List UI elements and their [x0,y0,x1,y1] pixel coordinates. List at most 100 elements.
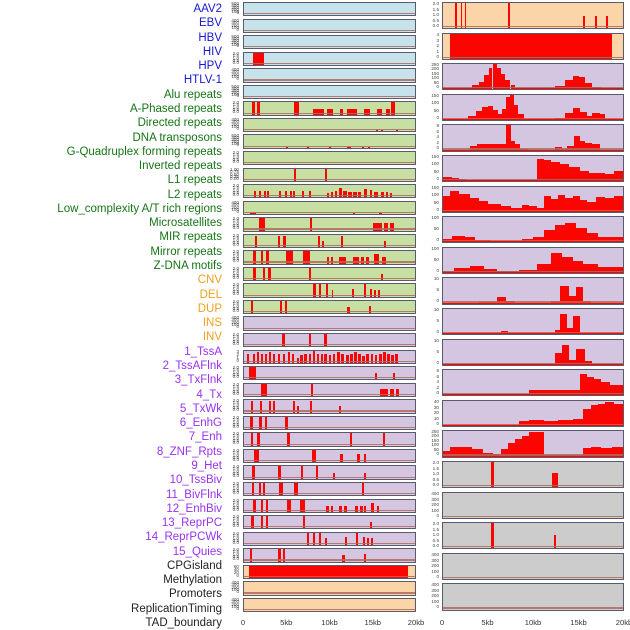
y-tick-label: 0 [236,572,239,578]
signal-step [561,344,569,365]
signal-step [536,88,555,90]
signal-step [614,196,623,212]
signal-step [588,173,598,182]
signal-step [543,420,559,426]
track-l-1 [243,2,416,17]
y-tick-label: 40 [433,398,439,404]
y-tick-label: 1.5 [232,334,239,339]
y-tick-label: 300 [231,87,239,93]
y-tick-label: 1.0 [232,436,239,442]
signal-series [443,493,623,518]
track-label: Low_complexity A/T rich regions [57,202,222,215]
track-background [443,584,623,610]
y-tick-label: 1.0 [232,237,239,243]
signal-bar [380,130,383,132]
signal-bar [363,554,366,562]
y-tick-label: 300 [231,582,239,588]
y-tick-label: 1.0 [432,12,439,17]
signal-step [590,302,623,304]
y-tick-label: 0.00 [230,175,239,181]
signal-step [466,179,479,182]
y-tick-label: 0.0 [432,23,439,28]
y-tick-label: 1.0 [232,303,239,309]
signal-step [565,198,573,212]
signal-series [443,248,623,273]
track-l-20 [243,316,416,331]
track-label: Directed repeats [137,117,222,130]
y-tick-label: 0.0 [232,456,239,462]
track-label: 15_Quies [172,545,222,558]
signal-bar [385,108,391,115]
y-tick-label: 2.0 [232,497,239,503]
signal-series [244,267,415,281]
signal-step [471,449,483,457]
signal-bar [347,191,353,198]
signal-bar [251,516,254,529]
y-tick-label: 300 [231,69,239,75]
track-baseline [443,454,623,456]
track-background [244,118,415,132]
y-tick-label: 0.0 [232,109,239,115]
y-tick-label: 0 [436,420,439,426]
signal-step [576,349,586,365]
signal-bar [282,549,286,562]
y-tick-label: 400 [231,315,239,321]
signal-bar [308,334,312,347]
y-tick-label: 200 [431,593,439,599]
track-l-11 [243,167,416,182]
track-background [244,449,415,463]
y-tick-label: 200 [431,501,439,507]
signal-bar [264,416,267,430]
track-r-11 [442,308,624,336]
track-r-2 [442,32,624,60]
y-tick-label: 1.0 [232,105,239,111]
y-tick-label: 3 [436,37,439,43]
y-tick-label: 400 [231,3,239,8]
signal-bar [341,353,345,363]
signal-bar [285,191,288,198]
signal-series [244,168,415,181]
track-background [244,383,415,397]
signal-step [443,149,470,151]
signal-bar [278,235,281,248]
signal-step [560,285,569,304]
y-tick-label: 1.5 [232,102,239,108]
signal-step [565,79,573,90]
track-l-13 [243,200,416,215]
track-l-7 [243,101,416,116]
y-tick-label: 0.5 [232,339,239,344]
y-tick-label: 0.0 [232,407,239,413]
y-axis-ticks: 2.0 1.5 1.0 0.5 0.0 [224,250,239,264]
signal-step [507,443,515,457]
y-tick-label: 1.0 [232,270,239,276]
y-axis-ticks: 2.0 1.5 1.0 0.5 0.0 [224,183,239,198]
track-r-5 [442,124,624,152]
signal-bar [376,108,382,115]
signal-step [497,114,503,120]
track-label: 13_ReprPC [161,517,222,530]
y-tick-label: 0.5 [232,256,239,262]
signal-bar [491,523,494,549]
y-tick-label: 0.0 [232,341,239,346]
y-tick-label: 1.5 [232,449,239,455]
track-r-4 [442,93,624,121]
y-tick-label: 200 [231,72,239,78]
track-l-37 [243,597,416,613]
x-tick-label: 10kb [524,618,542,627]
y-tick-label: 100 [231,74,239,80]
track-background [244,69,415,82]
signal-series [244,433,415,446]
y-tick-label: 2.0 [232,149,239,155]
signal-step [524,118,533,120]
track-r-17 [442,491,624,519]
signal-bar [285,146,289,148]
track-label: Alu repeats [163,88,222,101]
y-axis-ticks: 2.0 1.5 1.0 0.5 0.0 [224,531,239,546]
signal-bar [328,355,332,363]
signal-bar [385,192,389,198]
signal-step [529,420,544,426]
track-label: Methylation [163,574,222,587]
y-tick-label: 20 [233,569,239,575]
track-l-31 [243,498,416,513]
